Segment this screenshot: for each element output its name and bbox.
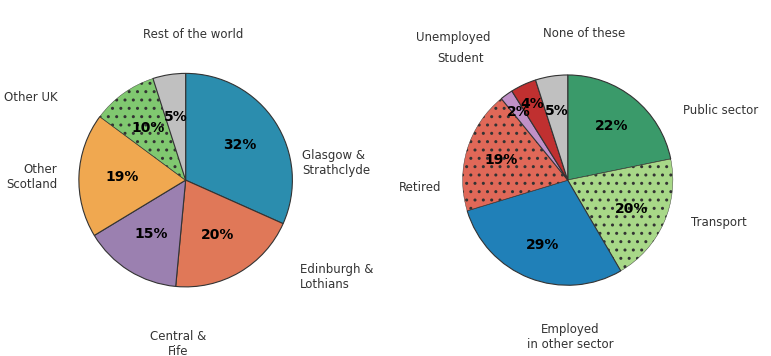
- Wedge shape: [79, 116, 186, 235]
- Text: Glasgow &
Strathclyde: Glasgow & Strathclyde: [302, 149, 371, 177]
- Text: 10%: 10%: [132, 121, 165, 135]
- Wedge shape: [501, 91, 567, 180]
- Wedge shape: [463, 99, 567, 211]
- Wedge shape: [467, 180, 621, 285]
- Text: Student: Student: [437, 52, 483, 65]
- Text: None of these: None of these: [544, 27, 626, 40]
- Wedge shape: [100, 79, 186, 180]
- Text: 5%: 5%: [163, 110, 187, 124]
- Text: 2%: 2%: [507, 105, 530, 119]
- Text: Transport: Transport: [691, 216, 747, 229]
- Text: 4%: 4%: [520, 97, 544, 111]
- Wedge shape: [567, 159, 673, 271]
- Text: Other UK: Other UK: [4, 91, 58, 104]
- Text: 15%: 15%: [135, 227, 168, 241]
- Wedge shape: [176, 180, 283, 287]
- Text: Retired: Retired: [399, 180, 442, 194]
- Wedge shape: [94, 180, 186, 287]
- Text: 22%: 22%: [595, 119, 629, 133]
- Wedge shape: [567, 75, 671, 180]
- Text: 20%: 20%: [615, 202, 648, 216]
- Text: Employed
in other sector: Employed in other sector: [527, 323, 614, 351]
- Wedge shape: [153, 73, 186, 180]
- Text: 5%: 5%: [545, 104, 569, 118]
- Text: Edinburgh &
Lothians: Edinburgh & Lothians: [299, 263, 373, 291]
- Text: Central &
Fife: Central & Fife: [150, 330, 207, 356]
- Text: Other
Scotland: Other Scotland: [6, 163, 58, 191]
- Text: Rest of the world: Rest of the world: [143, 28, 243, 41]
- Text: 20%: 20%: [201, 229, 234, 242]
- Text: 29%: 29%: [526, 239, 559, 252]
- Text: 32%: 32%: [223, 138, 256, 152]
- Wedge shape: [536, 75, 567, 180]
- Wedge shape: [512, 80, 567, 180]
- Text: 19%: 19%: [105, 170, 138, 184]
- Wedge shape: [186, 73, 292, 224]
- Text: Public sector: Public sector: [682, 104, 758, 116]
- Text: 19%: 19%: [484, 153, 517, 167]
- Text: Unemployed: Unemployed: [416, 31, 490, 44]
